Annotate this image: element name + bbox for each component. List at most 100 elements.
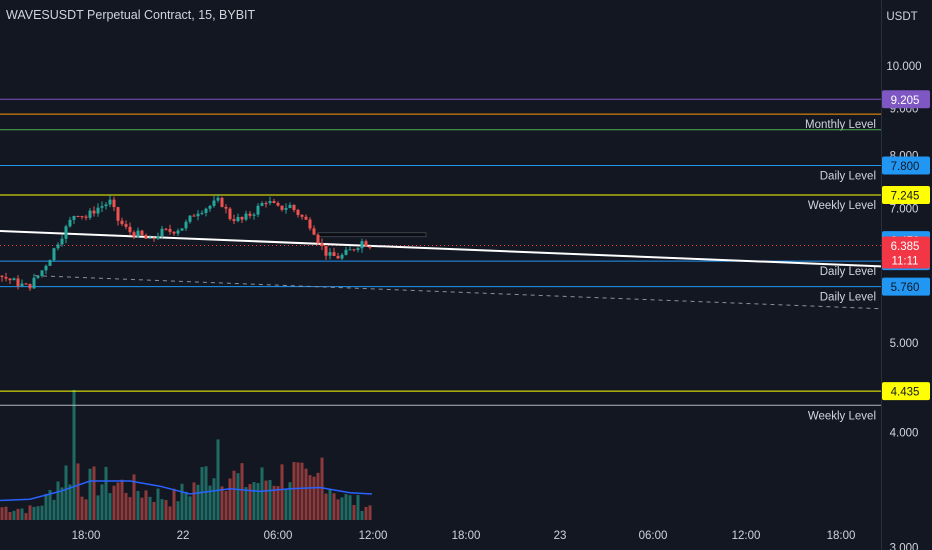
volume-bar xyxy=(240,463,244,520)
volume-bar xyxy=(112,485,116,520)
candle-body xyxy=(0,275,4,277)
candle-body xyxy=(368,246,372,248)
candle-body xyxy=(240,216,244,220)
price-tick-label: 5.000 xyxy=(890,338,919,350)
volume-bar xyxy=(40,505,44,520)
volume-bar xyxy=(340,497,344,520)
volume-bar xyxy=(72,390,76,520)
symbol-title: WAVESUSDT Perpetual Contract, 15, BYBIT xyxy=(6,8,256,22)
candle-body xyxy=(172,231,176,234)
volume-bar xyxy=(308,475,312,520)
candle-body xyxy=(304,216,308,220)
volume-bar xyxy=(200,467,204,520)
level-price-tag-text: 7.245 xyxy=(891,190,920,202)
level-price-tag xyxy=(882,156,930,175)
candle-body xyxy=(164,228,168,230)
candle-body xyxy=(196,213,200,217)
time-tick-label: 18:00 xyxy=(452,530,481,542)
candle-body xyxy=(200,212,204,214)
volume-bar xyxy=(116,482,120,520)
volume-bar xyxy=(44,493,48,520)
candle-body xyxy=(60,238,64,245)
volume-bar xyxy=(328,488,332,520)
volume-bar xyxy=(344,494,348,520)
volume-bar xyxy=(280,464,284,520)
candle-body xyxy=(356,248,360,250)
level-price-tag-text: 9.205 xyxy=(891,95,920,107)
candle-body xyxy=(108,199,112,205)
candle-body xyxy=(212,200,216,206)
candle-body xyxy=(112,199,116,208)
volume-bar xyxy=(144,490,148,520)
candle-body xyxy=(268,201,272,204)
candle-body xyxy=(36,275,40,278)
candle-body xyxy=(56,244,60,249)
candle-body xyxy=(280,205,284,210)
volume-bar xyxy=(60,487,64,520)
volume-bar xyxy=(4,506,8,520)
volume-bar xyxy=(248,484,252,520)
volume-bar xyxy=(320,457,324,520)
level-price-tag xyxy=(882,185,930,204)
volume-bar xyxy=(96,495,100,520)
volume-bar xyxy=(208,485,212,520)
candle-body xyxy=(216,197,220,201)
volume-bar xyxy=(204,466,208,520)
candle-body xyxy=(316,234,320,244)
volume-bar xyxy=(140,497,144,520)
volume-bar xyxy=(36,506,40,520)
candle-body xyxy=(8,278,12,281)
time-tick-label: 06:00 xyxy=(264,530,293,542)
volume-bar xyxy=(360,511,364,520)
candle-body xyxy=(140,230,144,236)
volume-bar xyxy=(152,501,156,520)
candle-body xyxy=(40,270,44,276)
volume-bar xyxy=(100,484,104,520)
volume-bar xyxy=(224,490,228,520)
volume-bar xyxy=(192,482,196,520)
candle-body xyxy=(160,228,164,237)
volume-bar xyxy=(300,462,304,520)
candle-body xyxy=(76,216,80,218)
candle-body xyxy=(352,249,356,251)
volume-bar xyxy=(128,497,132,520)
candle-body xyxy=(4,276,8,279)
candle-body xyxy=(224,206,228,209)
volume-bar xyxy=(124,492,128,520)
candle-body xyxy=(364,241,368,247)
volume-bar xyxy=(260,467,264,520)
volume-bar xyxy=(180,483,184,520)
volume-bar xyxy=(148,496,152,520)
volume-bar xyxy=(256,483,260,520)
candle-body xyxy=(116,207,120,221)
candle-body xyxy=(104,204,108,207)
volume-bar xyxy=(292,462,296,520)
volume-bar xyxy=(88,468,92,520)
candle-body xyxy=(284,208,288,210)
candle-body xyxy=(244,213,248,220)
level-label: Weekly Level xyxy=(808,410,876,422)
candle-body xyxy=(348,249,352,251)
volume-bar xyxy=(160,499,164,520)
level-label: Daily Level xyxy=(820,170,876,182)
volume-bar xyxy=(172,488,176,520)
time-tick-label: 12:00 xyxy=(359,530,388,542)
candle-body xyxy=(24,283,28,285)
candle-body xyxy=(260,203,264,206)
volume-bar xyxy=(68,484,72,520)
volume-bar xyxy=(188,496,192,520)
candle-body xyxy=(308,219,312,229)
volume-bar xyxy=(20,508,24,520)
price-tick-label: 4.000 xyxy=(890,427,919,439)
volume-bar xyxy=(52,499,56,520)
time-axis[interactable]: 18:00 22 06:00 12:00 18:00 23 06:00 12:00 18:00 xyxy=(72,530,856,542)
candle-body xyxy=(136,230,140,237)
volume-bar xyxy=(312,476,316,520)
volume-bar xyxy=(16,508,20,520)
candle-body xyxy=(252,214,256,216)
candle-body xyxy=(256,205,260,215)
volume-bar xyxy=(228,478,232,520)
volume-bar xyxy=(272,485,276,520)
current-price-text: 6.385 xyxy=(891,241,920,253)
